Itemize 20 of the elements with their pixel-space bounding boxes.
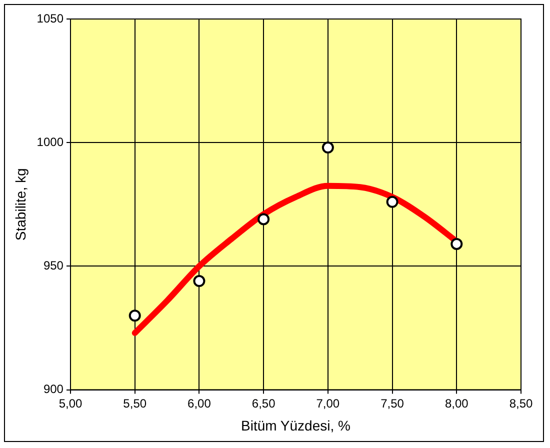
point [322, 142, 334, 154]
x-tick-label: 5,00 [58, 396, 82, 410]
y-tick-label: 950 [43, 258, 64, 273]
x-tick-label: 8,50 [509, 396, 533, 410]
point [193, 275, 206, 288]
x-tick-label: 7,00 [316, 396, 340, 410]
y-tick-label: 1000 [36, 134, 64, 149]
y-tick-label: 1050 [36, 11, 64, 26]
point [258, 213, 270, 226]
x-tick-label: 7,50 [380, 396, 404, 410]
x-tick-label: 6,50 [252, 396, 276, 410]
x-tick-label: 5,50 [123, 396, 147, 410]
point [128, 310, 141, 322]
y-axis-title: Stabilite, kg [12, 168, 28, 241]
y-tick-label: 900 [43, 382, 64, 396]
point [450, 238, 463, 250]
x-tick-label: 6,00 [188, 396, 212, 410]
point [386, 196, 398, 208]
x-tick-label: 8,00 [444, 396, 469, 410]
x-axis-title: Bitüm Yüzdesi, % [241, 417, 350, 434]
